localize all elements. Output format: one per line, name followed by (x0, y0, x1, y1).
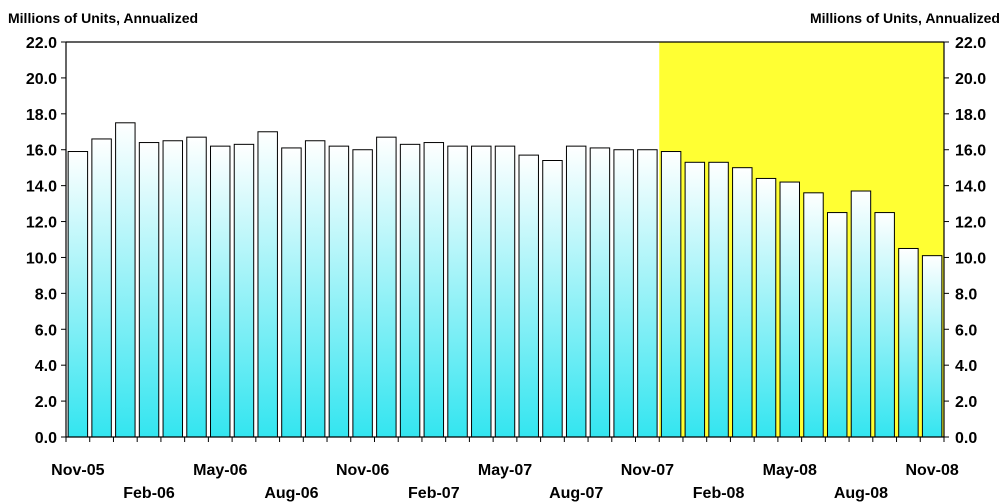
left-y-tick-label: 8.0 (35, 286, 57, 303)
bar-Apr-07 (471, 145, 492, 438)
x-label-Aug-08: Aug-08 (834, 485, 888, 502)
bar-Sep-07 (589, 147, 611, 438)
x-labels: Nov-05 May-06 Nov-06 May-07 Nov-07 May-08 Nov-… (51, 462, 959, 502)
right-y-tick-label: 12.0 (955, 215, 986, 232)
bar-Apr-06 (186, 136, 207, 438)
bar-Feb-06 (138, 142, 160, 438)
left-y-tick-label: 4.0 (35, 358, 57, 375)
right-axis-title: Millions of Units, Annualized (810, 10, 1000, 26)
bar-Mar-06 (162, 140, 184, 438)
left-y-tick-label: 10.0 (26, 250, 57, 267)
bar-Nov-05 (67, 151, 89, 438)
bar-Nov-06 (352, 149, 373, 438)
left-y-tick-label: 18.0 (26, 107, 57, 124)
left-y-tick-label: 16.0 (26, 143, 57, 160)
x-label-Aug-07: Aug-07 (549, 485, 603, 502)
x-label-Feb-06: Feb-06 (123, 485, 175, 502)
right-y-tick-label: 4.0 (955, 358, 977, 375)
x-ticks (65, 437, 945, 442)
x-label-Nov-08: Nov-08 (905, 462, 958, 479)
bar-Jul-07 (542, 160, 563, 438)
bar-Jul-06 (257, 131, 278, 438)
right-y-tick-label: 18.0 (955, 107, 986, 124)
x-label-May-06: May-06 (193, 462, 247, 479)
right-y-tick-label: 22.0 (955, 35, 986, 52)
bar-Jun-07 (518, 154, 539, 438)
bar-Dec-06 (376, 136, 397, 438)
bar-Apr-08 (755, 177, 777, 438)
bar-Oct-08 (898, 247, 919, 438)
bar-Jun-06 (233, 143, 255, 438)
bar-Dec-07 (660, 151, 682, 438)
bar-May-06 (210, 145, 231, 438)
right-y-tick-label: 0.0 (955, 430, 977, 447)
bar-Sep-08 (874, 212, 895, 438)
right-y-tick-label: 6.0 (955, 322, 977, 339)
right-y-tick-label: 16.0 (955, 143, 986, 160)
x-label-Feb-08: Feb-08 (693, 485, 745, 502)
bar-Jun-08 (803, 192, 824, 438)
bar-Jul-08 (826, 212, 848, 438)
x-label-May-08: May-08 (763, 462, 817, 479)
bar-Oct-06 (328, 145, 350, 438)
right-y-tick-label: 2.0 (955, 394, 977, 411)
x-label-Feb-07: Feb-07 (408, 485, 460, 502)
left-y-ticks: 0.0 2.0 4.0 6.0 8.0 10.0 12.0 14.0 16.0 18.0 20.0 2… (26, 35, 66, 447)
right-y-tick-label: 14.0 (955, 179, 986, 196)
right-y-tick-label: 20.0 (955, 71, 986, 88)
right-y-tick-label: 8.0 (955, 286, 977, 303)
bar-May-08 (779, 181, 800, 438)
left-axis-title: Millions of Units, Annualized (8, 10, 198, 26)
left-y-tick-label: 6.0 (35, 322, 57, 339)
bar-Aug-07 (565, 145, 587, 438)
x-label-Nov-07: Nov-07 (621, 462, 674, 479)
bars (67, 122, 943, 438)
bar-Jan-08 (684, 161, 706, 438)
left-y-tick-label: 20.0 (26, 71, 57, 88)
bar-Nov-07 (637, 149, 658, 438)
shaded-region (659, 42, 944, 437)
x-label-Aug-06: Aug-06 (264, 485, 318, 502)
left-y-tick-label: 14.0 (26, 179, 57, 196)
bar-Feb-07 (423, 142, 445, 438)
right-y-tick-label: 10.0 (955, 250, 986, 267)
bar-Jan-07 (399, 143, 421, 438)
left-y-tick-label: 12.0 (26, 215, 57, 232)
bar-Feb-08 (708, 161, 729, 438)
right-y-ticks: 0.0 2.0 4.0 6.0 8.0 10.0 12.0 14.0 16.0 18.0 20.0 2… (944, 35, 986, 447)
bar-Sep-06 (304, 140, 326, 438)
bar-Mar-08 (732, 167, 753, 438)
x-label-Nov-06: Nov-06 (336, 462, 389, 479)
left-y-tick-label: 22.0 (26, 35, 57, 52)
bar-Mar-07 (447, 145, 468, 438)
bar-Jan-06 (115, 122, 136, 438)
x-label-Nov-05: Nov-05 (51, 462, 104, 479)
bar-May-07 (494, 145, 516, 438)
bar-Dec-05 (91, 138, 112, 438)
bar-Nov-08 (921, 255, 943, 438)
bar-Aug-08 (850, 190, 872, 438)
bar-Aug-06 (281, 147, 302, 438)
left-y-tick-label: 0.0 (35, 430, 57, 447)
x-label-May-07: May-07 (478, 462, 532, 479)
left-y-tick-label: 2.0 (35, 394, 57, 411)
bar-Oct-07 (613, 149, 634, 438)
